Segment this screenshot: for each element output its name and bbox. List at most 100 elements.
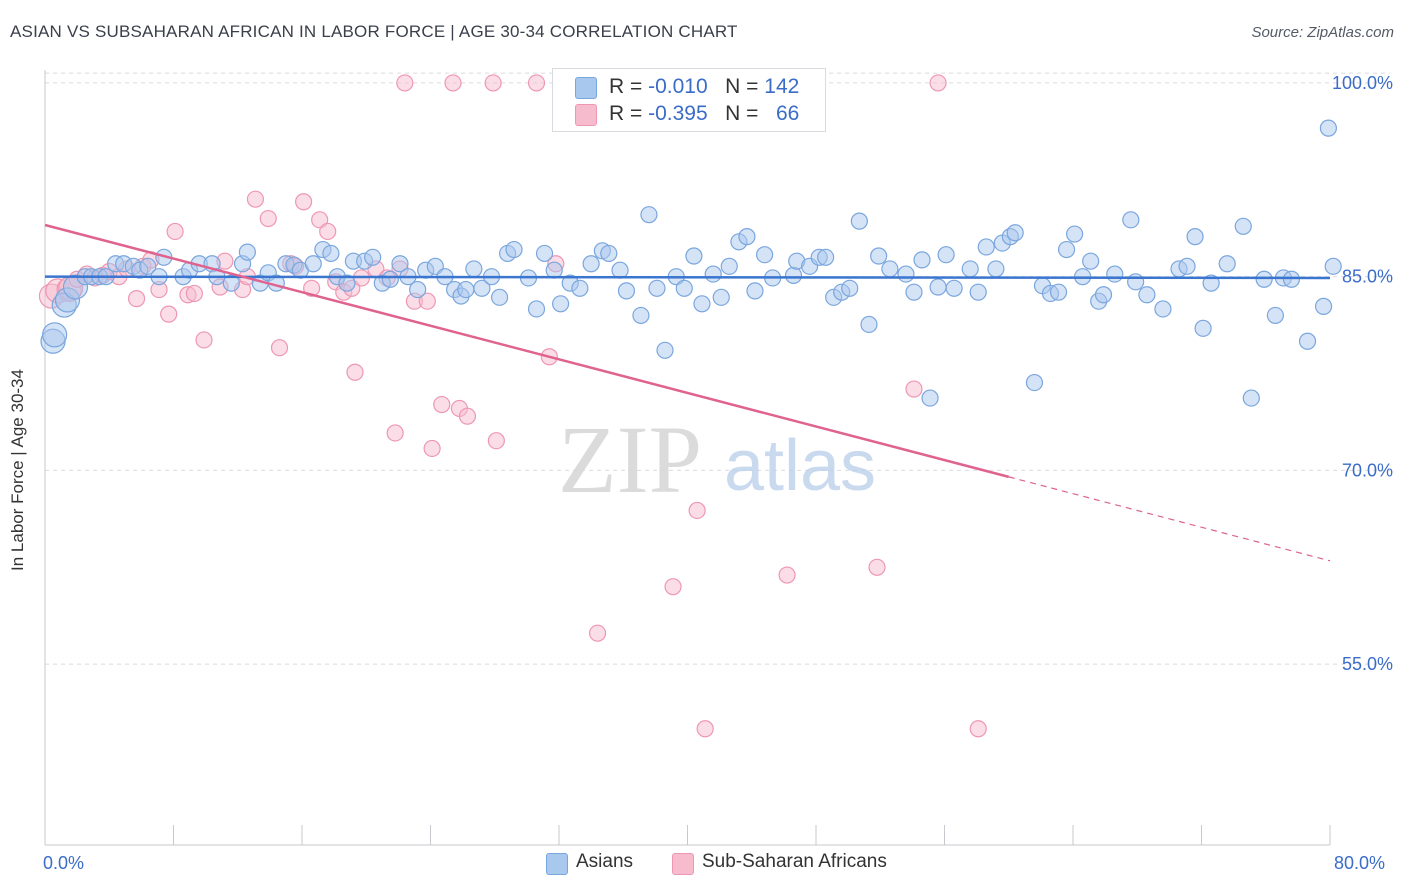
asian-point-68 xyxy=(640,206,658,224)
asian-point-99 xyxy=(929,278,947,296)
trend-line-asians xyxy=(44,275,1331,280)
asian-point-116 xyxy=(1082,252,1100,270)
watermark-atlas: atlas xyxy=(724,426,876,506)
legend-swatch-asians xyxy=(575,77,597,99)
trend-line-africans-extension xyxy=(1008,476,1331,562)
y-tick-label-2: 85.0% xyxy=(1342,267,1393,287)
african-point-64 xyxy=(929,74,947,92)
african-point-26 xyxy=(270,339,289,357)
stats-legend: R = -0.010 N = 142 R = -0.395 N = 66 xyxy=(552,68,826,132)
legend-swatch-africans xyxy=(672,853,694,875)
asian-point-94 xyxy=(881,260,899,278)
african-point-45 xyxy=(423,439,441,458)
asian-point-37 xyxy=(364,248,382,266)
watermark: ZIP atlas xyxy=(558,406,876,513)
asian-point-77 xyxy=(720,257,738,275)
african-point-32 xyxy=(319,222,337,241)
asian-point-52 xyxy=(490,288,509,306)
legend-n-africans: 66 xyxy=(775,102,800,125)
asian-point-90 xyxy=(841,279,859,297)
asian-point-69 xyxy=(648,279,666,297)
asian-point-30 xyxy=(304,255,322,273)
asian-point-74 xyxy=(693,295,711,313)
asian-point-136 xyxy=(1298,332,1317,350)
trend-line-africans xyxy=(44,223,1010,479)
asian-point-112 xyxy=(1049,283,1068,301)
asian-point-66 xyxy=(617,282,636,300)
african-point-62 xyxy=(868,558,886,576)
series-asians xyxy=(40,119,1342,407)
y-tick-label-1: 70.0% xyxy=(1342,460,1393,480)
african-point-58 xyxy=(688,501,706,520)
african-point-52 xyxy=(527,74,546,92)
african-point-46 xyxy=(433,395,451,414)
asian-point-93 xyxy=(870,247,888,265)
asian-point-64 xyxy=(600,244,618,263)
asian-point-102 xyxy=(961,260,979,278)
african-point-47 xyxy=(444,74,462,92)
african-point-25 xyxy=(259,209,277,228)
asian-point-67 xyxy=(632,306,650,325)
asian-point-54 xyxy=(505,240,523,259)
y-tick-label-0: 55.0% xyxy=(1342,654,1393,674)
legend-text-asians: R = -0.010 N = 142 xyxy=(609,75,800,98)
asian-point-81 xyxy=(755,246,774,264)
asian-point-48 xyxy=(457,280,475,299)
asian-point-108 xyxy=(1006,224,1024,242)
asian-point-97 xyxy=(913,251,931,269)
african-point-11 xyxy=(127,290,146,308)
asian-point-57 xyxy=(535,244,554,263)
asian-point-104 xyxy=(977,238,995,256)
asian-point-80 xyxy=(746,282,764,300)
asian-point-42 xyxy=(409,280,427,299)
african-point-51 xyxy=(487,432,505,450)
asian-point-127 xyxy=(1194,319,1212,337)
african-point-40 xyxy=(386,424,404,442)
asian-point-73 xyxy=(685,247,703,265)
african-point-42 xyxy=(396,74,414,92)
asian-point-128 xyxy=(1202,274,1220,292)
asian-point-135 xyxy=(1282,270,1301,288)
african-point-57 xyxy=(664,578,682,596)
asian-point-92 xyxy=(860,315,878,334)
african-point-49 xyxy=(458,407,477,425)
asian-point-49 xyxy=(465,260,483,278)
african-point-55 xyxy=(588,624,607,642)
asian-point-109 xyxy=(1025,373,1044,392)
asian-point-65 xyxy=(611,261,629,279)
asian-point-95 xyxy=(897,265,915,283)
legend-swatch-asians xyxy=(546,853,568,875)
asian-point-13 xyxy=(139,257,157,275)
asian-point-75 xyxy=(704,265,722,283)
african-point-24 xyxy=(246,190,265,208)
african-point-44 xyxy=(418,292,436,310)
asian-point-40 xyxy=(391,255,409,273)
asian-point-126 xyxy=(1186,228,1204,246)
asian-point-87 xyxy=(817,248,835,266)
asian-point-32 xyxy=(322,244,340,263)
asian-point-103 xyxy=(969,283,987,301)
african-point-61 xyxy=(778,566,796,584)
african-point-65 xyxy=(969,720,987,738)
asian-point-50 xyxy=(473,279,491,297)
y-axis-label: In Labor Force | Age 30-34 xyxy=(8,369,27,571)
asian-point-125 xyxy=(1178,257,1196,275)
asian-point-100 xyxy=(937,246,955,264)
legend-label-asians: Asians xyxy=(576,851,634,872)
asian-point-39 xyxy=(381,270,399,288)
asian-point-1 xyxy=(42,322,68,348)
asian-point-139 xyxy=(1319,119,1337,137)
legend-text-africans: R = -0.395 N = 66 xyxy=(609,102,800,125)
asian-point-123 xyxy=(1154,300,1172,318)
asian-point-138 xyxy=(1324,257,1342,275)
asian-point-132 xyxy=(1255,270,1273,288)
asian-point-130 xyxy=(1234,217,1252,235)
legend-n-asians: 142 xyxy=(764,75,800,98)
asian-point-131 xyxy=(1242,389,1260,407)
asian-point-121 xyxy=(1127,273,1145,291)
legend-r-asians: -0.010 xyxy=(648,75,708,98)
watermark-zip: ZIP xyxy=(558,406,702,513)
african-point-29 xyxy=(295,193,313,211)
chart-source: Source: ZipAtlas.com xyxy=(1251,24,1394,41)
